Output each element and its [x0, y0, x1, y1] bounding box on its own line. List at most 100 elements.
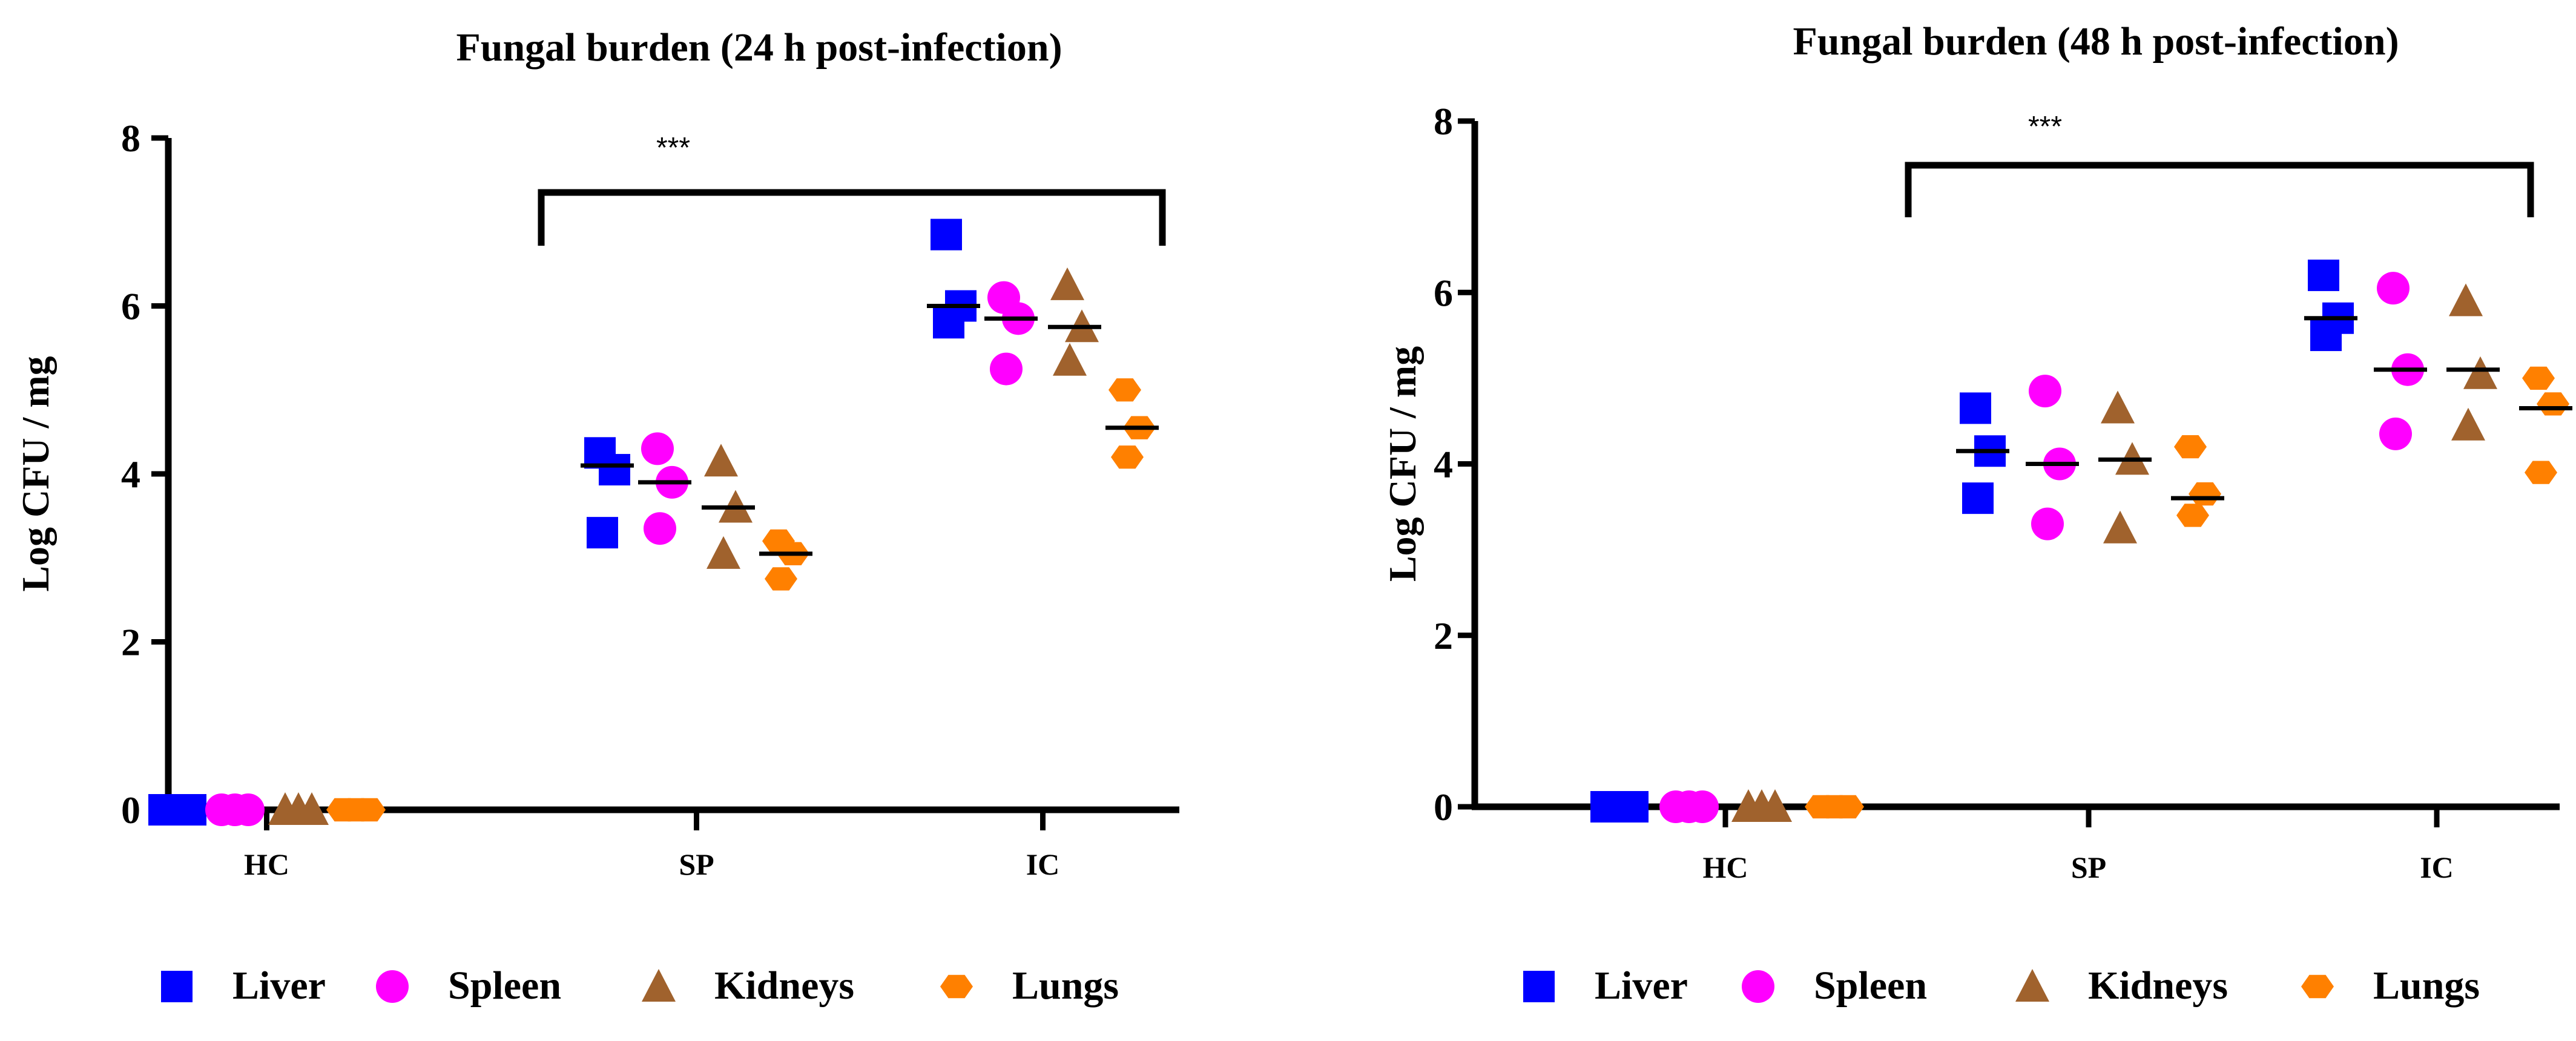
legend-item-kidneys: Kidneys [2015, 964, 2228, 1008]
data-point-kidneys-ic [1050, 267, 1084, 300]
data-point-lungs-sp [2189, 482, 2221, 506]
series-lungs [1805, 366, 2572, 819]
significance-label: *** [656, 132, 690, 164]
legend-label: Spleen [448, 964, 561, 1008]
data-point-kidneys-sp [2103, 510, 2137, 543]
legend-item-liver: Liver [161, 964, 326, 1008]
legend-item-spleen: Spleen [376, 964, 561, 1008]
legend-marker-lungs [2301, 974, 2334, 999]
data-point-spleen-hc [1686, 790, 1719, 823]
data-point-spleen-sp [2029, 375, 2061, 408]
data-point-liver-hc [175, 794, 206, 826]
data-point-kidneys-hc [1758, 789, 1792, 822]
data-point-spleen-hc [232, 793, 265, 826]
legend-label: Kidneys [2088, 964, 2228, 1008]
data-point-kidneys-sp [707, 536, 740, 569]
data-point-lungs-ic [1108, 378, 1141, 402]
legend-marker-kidneys [2015, 969, 2049, 1002]
legend-marker-liver [161, 971, 193, 1002]
significance-bracket [1905, 162, 2534, 217]
y-tick-label: 4 [1434, 443, 1453, 486]
data-point-lungs-sp [2176, 504, 2209, 527]
x-tick-label-ic: IC [2420, 850, 2454, 884]
chart-panel-2: Fungal burden (48 h post-infection) Log C… [1381, 19, 2572, 1008]
data-point-kidneys-hc [295, 792, 329, 825]
legend-label: Kidneys [714, 964, 854, 1008]
legend-marker-liver [1523, 971, 1555, 1002]
data-point-spleen-sp [2031, 507, 2064, 540]
series-liver [148, 218, 980, 826]
y-tick-label: 6 [1434, 271, 1453, 314]
legend-marker-lungs [940, 974, 973, 999]
y-tick-label: 2 [121, 621, 140, 664]
x-tick-label-hc: HC [244, 847, 289, 881]
data-point-liver-sp [1962, 482, 1994, 514]
series-kidneys [1731, 283, 2500, 822]
chart-title: Fungal burden (48 h post-infection) [1793, 19, 2399, 64]
data-point-lungs-hc [1831, 795, 1864, 819]
data-point-spleen-sp [641, 432, 674, 465]
y-axis-label: Log CFU / mg [1381, 346, 1424, 582]
data-point-liver-sp [1960, 392, 1991, 424]
legend-label: Liver [232, 964, 326, 1008]
significance-label: *** [2028, 111, 2062, 143]
data-point-liver-sp [599, 454, 630, 486]
series-kidneys [268, 267, 1101, 825]
data-point-lungs-sp [2174, 435, 2207, 459]
y-tick-label: 2 [1434, 614, 1453, 657]
y-axis-label: Log CFU / mg [14, 356, 57, 591]
data-point-kidneys-ic [1053, 343, 1087, 376]
series-spleen [1659, 272, 2427, 823]
x-tick-label-sp: SP [679, 847, 714, 881]
data-point-liver-ic [2308, 259, 2339, 291]
legend-label: Spleen [1814, 964, 1927, 1008]
legend-item-liver: Liver [1523, 964, 1688, 1008]
legend-marker-spleen [1742, 970, 1774, 1003]
legend-label: Lungs [1012, 964, 1119, 1008]
legend-label: Lungs [2373, 964, 2480, 1008]
legend-marker-kidneys [642, 969, 676, 1002]
legend-item-spleen: Spleen [1742, 964, 1927, 1008]
data-point-liver-ic [933, 307, 964, 339]
y-tick-label: 6 [121, 285, 140, 328]
series-spleen [205, 281, 1038, 826]
x-tick-label-hc: HC [1703, 850, 1748, 884]
y-tick-label: 4 [121, 453, 140, 496]
data-point-kidneys-ic [2449, 283, 2483, 317]
data-point-spleen-ic [990, 352, 1023, 386]
data-point-liver-sp [587, 517, 618, 549]
x-tick-label-ic: IC [1026, 847, 1060, 881]
data-point-kidneys-sp [704, 444, 738, 477]
data-point-kidneys-ic [2463, 356, 2497, 389]
data-point-lungs-ic [2537, 392, 2569, 416]
chart-panel-1: Fungal burden (24 h post-infection) Log C… [14, 25, 1179, 1008]
data-point-spleen-ic [2377, 272, 2410, 305]
series-liver [1590, 259, 2357, 823]
data-point-lungs-ic [1111, 445, 1144, 469]
data-point-lungs-ic [2525, 461, 2557, 484]
data-point-kidneys-ic [2451, 407, 2485, 441]
series-lungs [326, 378, 1159, 822]
y-tick-label: 8 [121, 117, 140, 160]
y-tick-label: 0 [121, 789, 140, 832]
x-tick-label-sp: SP [2071, 850, 2106, 884]
chart-title: Fungal burden (24 h post-infection) [456, 25, 1062, 70]
legend-marker-spleen [376, 970, 409, 1003]
data-point-kidneys-sp [2101, 390, 2135, 424]
data-point-lungs-hc [353, 798, 386, 822]
data-point-spleen-sp [644, 512, 676, 545]
data-point-lungs-sp [765, 567, 797, 591]
legend-item-lungs: Lungs [940, 964, 1119, 1008]
data-point-liver-hc [1617, 791, 1649, 823]
y-tick-label: 0 [1434, 786, 1453, 829]
data-point-spleen-ic [2379, 417, 2412, 450]
legend-label: Liver [1595, 964, 1688, 1008]
data-point-liver-ic [2310, 320, 2342, 352]
data-point-lungs-ic [2522, 366, 2555, 390]
data-point-liver-ic [931, 218, 962, 251]
y-tick-label: 8 [1434, 100, 1453, 143]
legend-item-kidneys: Kidneys [642, 964, 854, 1008]
significance-bracket [538, 189, 1166, 246]
legend-item-lungs: Lungs [2301, 964, 2480, 1008]
